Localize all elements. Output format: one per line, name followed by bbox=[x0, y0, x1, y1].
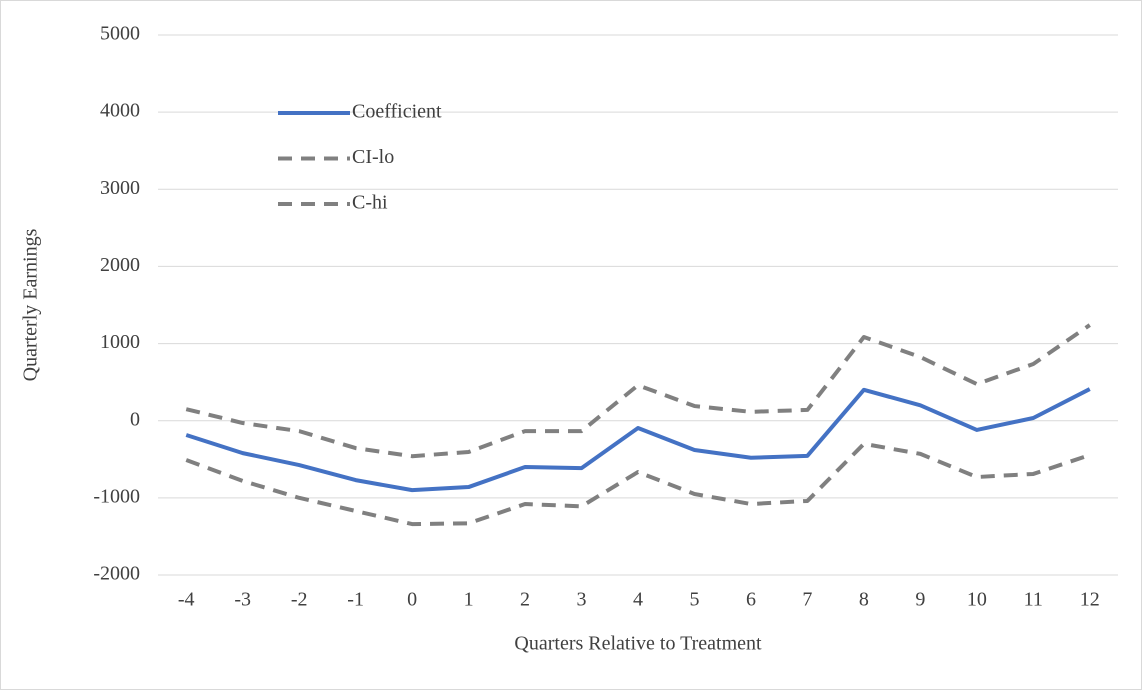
x-tick-label: 7 bbox=[802, 589, 812, 611]
y-tick-label: 0 bbox=[130, 408, 140, 430]
x-tick-label: -1 bbox=[347, 589, 364, 611]
x-tick-label: 12 bbox=[1080, 589, 1100, 611]
y-tick-label: -1000 bbox=[93, 485, 140, 507]
x-tick-label: -2 bbox=[291, 589, 308, 611]
y-tick-label: 5000 bbox=[100, 23, 140, 45]
x-tick-label: 0 bbox=[407, 589, 417, 611]
y-axis-title: Quarterly Earnings bbox=[20, 228, 42, 381]
series-line bbox=[185, 387, 1091, 493]
x-tick-label: 1 bbox=[464, 589, 474, 611]
x-axis-title: Quarters Relative to Treatment bbox=[514, 633, 762, 655]
y-tick-label: 1000 bbox=[100, 331, 140, 353]
y-tick-label: 4000 bbox=[100, 100, 140, 122]
x-tick-label: 2 bbox=[520, 589, 530, 611]
x-tick-label: 4 bbox=[633, 589, 643, 611]
legend-label: C-hi bbox=[352, 192, 388, 214]
x-tick-label: 3 bbox=[577, 589, 587, 611]
x-tick-label: -3 bbox=[234, 589, 251, 611]
y-tick-label: 3000 bbox=[100, 177, 140, 199]
x-tick-label: 8 bbox=[859, 589, 869, 611]
legend-label: CI-lo bbox=[352, 146, 394, 168]
x-tick-label: 11 bbox=[1024, 589, 1043, 611]
legend-label: Coefficient bbox=[352, 101, 442, 123]
x-tick-label: -4 bbox=[178, 589, 195, 611]
x-tick-label: 6 bbox=[746, 589, 756, 611]
series-line bbox=[185, 441, 1091, 527]
x-tick-label: 5 bbox=[689, 589, 699, 611]
x-tick-label: 9 bbox=[915, 589, 925, 611]
x-tick-label: 10 bbox=[967, 589, 987, 611]
y-tick-label: 2000 bbox=[100, 254, 140, 276]
y-tick-label: -2000 bbox=[93, 563, 140, 585]
